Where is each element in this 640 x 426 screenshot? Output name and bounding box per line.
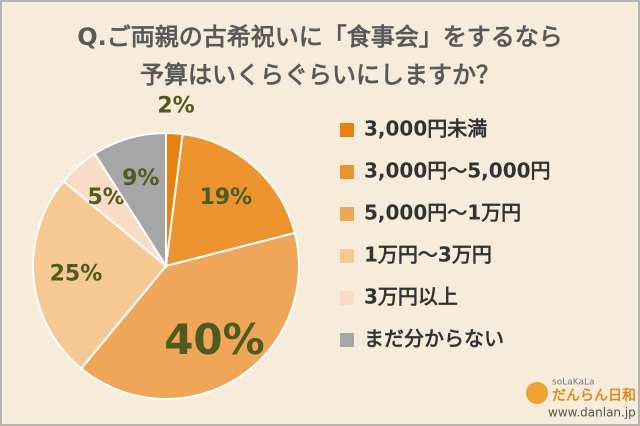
data-label: 2% <box>157 94 194 119</box>
legend-label: 1万円～3万円 <box>364 243 492 267</box>
brand-tagline: soLaKaLa <box>552 378 595 388</box>
chart-title: Q.ご両親の古希祝いに「食事会」をするなら <box>77 23 563 51</box>
pie-slice <box>32 179 168 370</box>
pie-slice <box>93 131 167 270</box>
legend-swatch <box>340 207 354 221</box>
legend-label: 3万円以上 <box>364 285 458 309</box>
data-label: 40% <box>164 315 265 364</box>
data-label: 9% <box>122 166 159 191</box>
data-label: 19% <box>199 185 252 210</box>
legend-label: 3,000円～5,000円 <box>364 159 551 183</box>
pie-slice <box>79 231 300 400</box>
legend-swatch <box>340 333 354 347</box>
legend-swatch <box>340 165 354 179</box>
legend-swatch <box>340 249 354 263</box>
chart-title: 予算はいくらぐらいにしますか？ <box>140 61 500 89</box>
legend-label: 3,000円未満 <box>364 117 487 141</box>
data-label: 25% <box>50 262 103 287</box>
legend-label: まだ分からない <box>364 327 504 351</box>
legend-swatch <box>340 123 354 137</box>
legend-label: 5,000円～1万円 <box>364 201 521 225</box>
logo-icon <box>526 382 548 404</box>
legend-swatch <box>340 291 354 305</box>
brand-url: www.danlan.jp <box>548 406 636 420</box>
brand-name: だんらん日和 <box>552 388 636 404</box>
pie-slice <box>164 132 297 268</box>
